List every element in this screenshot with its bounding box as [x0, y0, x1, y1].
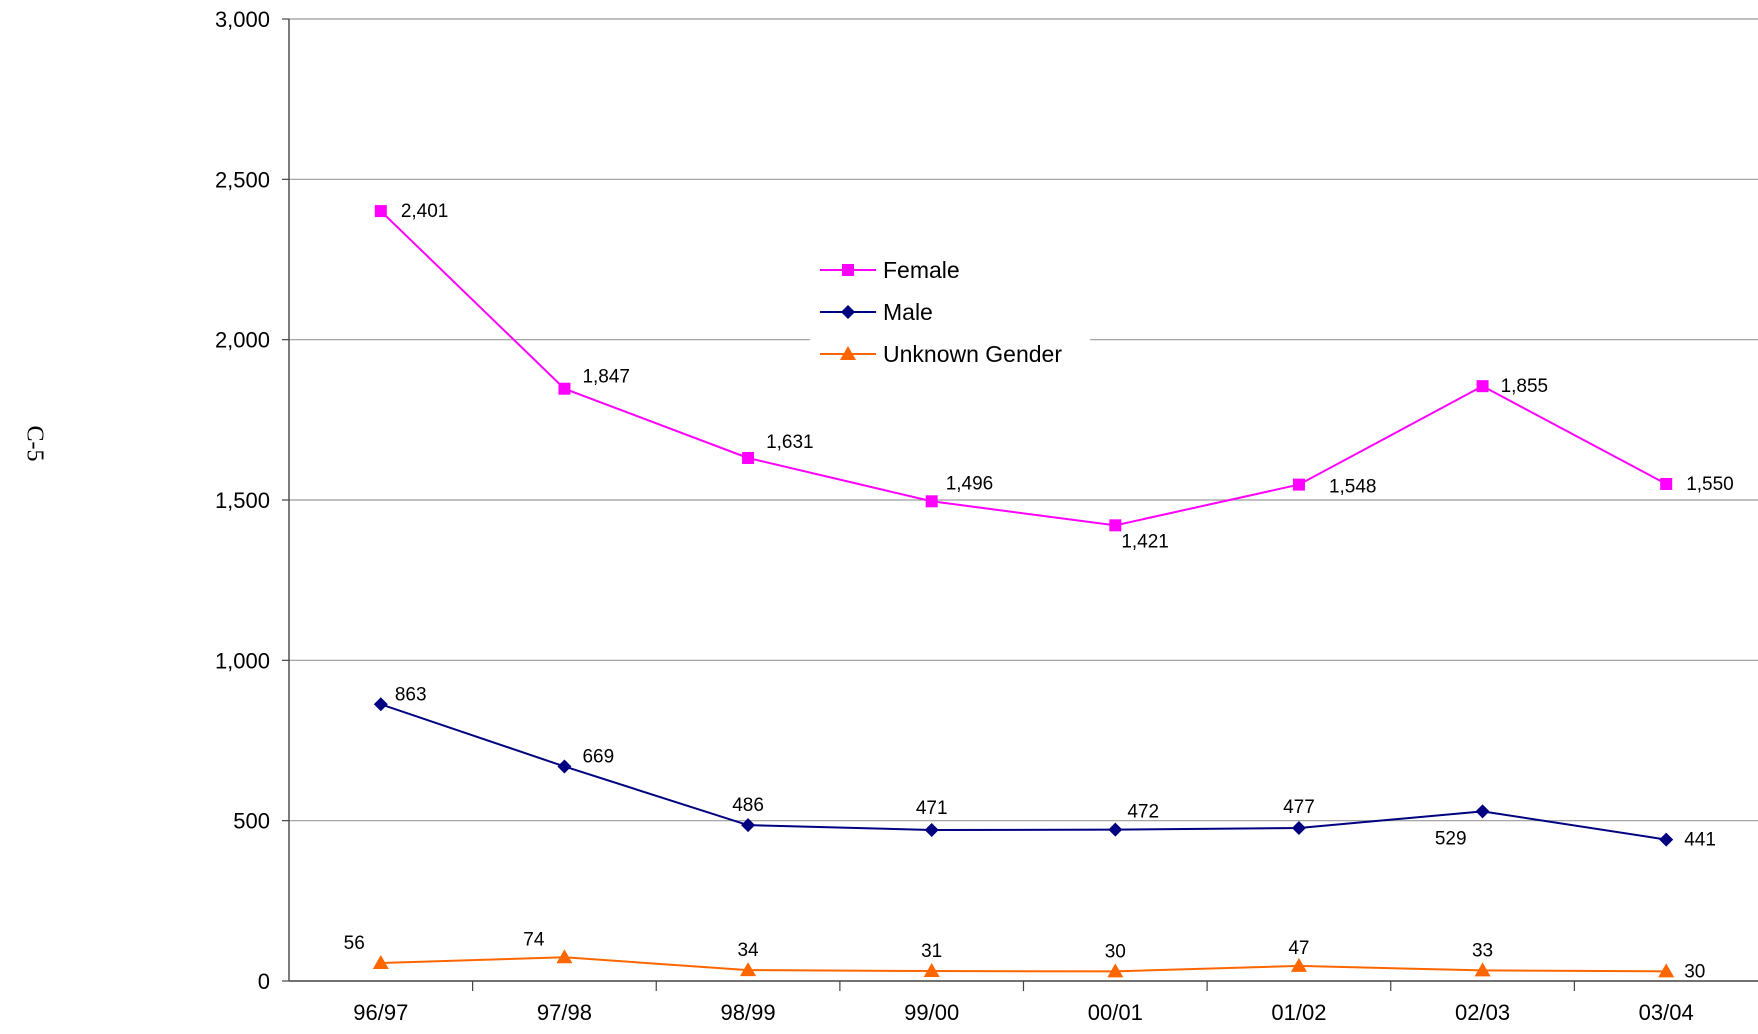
y-tick-label: 500 — [233, 809, 270, 834]
data-label: 477 — [1283, 797, 1315, 818]
data-label: 529 — [1435, 828, 1467, 849]
data-label: 863 — [395, 684, 427, 705]
legend-label: Male — [883, 299, 933, 325]
data-point — [924, 822, 939, 837]
data-point — [1660, 477, 1673, 490]
data-point — [372, 955, 389, 970]
data-point — [742, 451, 755, 464]
data-label: 441 — [1684, 830, 1716, 851]
data-label: 1,855 — [1501, 376, 1549, 397]
data-label: 472 — [1127, 802, 1159, 823]
x-tick-label: 99/00 — [904, 1000, 959, 1025]
data-label: 1,496 — [946, 473, 994, 494]
legend-label: Unknown Gender — [883, 341, 1062, 367]
data-point — [558, 382, 571, 395]
data-point — [1107, 963, 1124, 978]
y-tick-label: 3,000 — [215, 7, 270, 32]
data-point — [1474, 962, 1491, 977]
data-point — [1476, 380, 1489, 393]
data-label: 1,631 — [766, 432, 814, 453]
series-line — [380, 956, 1667, 973]
y-tick-label: 0 — [258, 969, 270, 994]
data-label: 1,550 — [1686, 474, 1734, 495]
data-label: 471 — [916, 798, 948, 819]
data-label: 33 — [1472, 940, 1493, 961]
data-point — [1292, 478, 1305, 491]
data-label: 486 — [732, 795, 764, 816]
data-point — [923, 963, 940, 978]
legend-marker — [842, 264, 854, 276]
x-tick-label: 96/97 — [353, 1000, 408, 1025]
legend-box — [810, 242, 1090, 370]
legend-marker — [840, 346, 856, 360]
y-tick-label: 1,000 — [215, 648, 270, 673]
legend-marker — [841, 305, 855, 319]
data-point — [1108, 822, 1123, 837]
y-tick-label: 2,000 — [215, 328, 270, 353]
data-point — [1659, 832, 1674, 847]
legend-label: Female — [883, 257, 960, 283]
data-label: 1,548 — [1329, 477, 1377, 498]
data-point — [1291, 821, 1306, 836]
series-female: 2,401 1,847 1,631 1,496 1,421 1,548 1,855 1,550 — [374, 201, 1734, 552]
data-label: 56 — [344, 933, 365, 954]
series-line — [380, 210, 1667, 527]
y-tick-label: 2,500 — [215, 167, 270, 192]
data-label: 30 — [1105, 941, 1126, 962]
data-label: 1,847 — [582, 367, 630, 388]
data-point — [925, 495, 938, 508]
data-label: 669 — [582, 746, 614, 767]
data-label: 74 — [523, 929, 545, 950]
data-point — [1475, 804, 1490, 819]
data-point — [1109, 519, 1122, 532]
data-point — [374, 205, 387, 218]
series-line — [380, 703, 1667, 841]
x-tick-label: 03/04 — [1639, 1000, 1694, 1025]
legend: Female Male Unknown Gender — [810, 242, 1090, 370]
data-label: 47 — [1288, 938, 1309, 959]
series-unknown-gender: 56 74 34 31 30 47 33 30 — [344, 929, 1706, 982]
data-point — [373, 697, 388, 712]
x-tick-label: 01/02 — [1271, 1000, 1326, 1025]
data-point — [1290, 957, 1307, 972]
data-label: 30 — [1684, 961, 1705, 982]
data-label: 1,421 — [1121, 531, 1169, 552]
data-point — [740, 962, 757, 977]
data-label: 2,401 — [401, 201, 449, 222]
data-point — [741, 818, 756, 833]
data-label: 31 — [921, 941, 942, 962]
data-point — [557, 759, 572, 774]
x-tick-label: 02/03 — [1455, 1000, 1510, 1025]
y-tick-label: 1,500 — [215, 488, 270, 513]
x-tick-label: 00/01 — [1088, 1000, 1143, 1025]
x-tick-label: 97/98 — [537, 1000, 592, 1025]
data-point — [556, 949, 573, 964]
x-tick-label: 98/99 — [721, 1000, 776, 1025]
data-label: 34 — [737, 940, 759, 961]
series-male: 863 669 486 471 472 477 529 441 — [373, 684, 1716, 851]
data-point — [1658, 963, 1675, 978]
